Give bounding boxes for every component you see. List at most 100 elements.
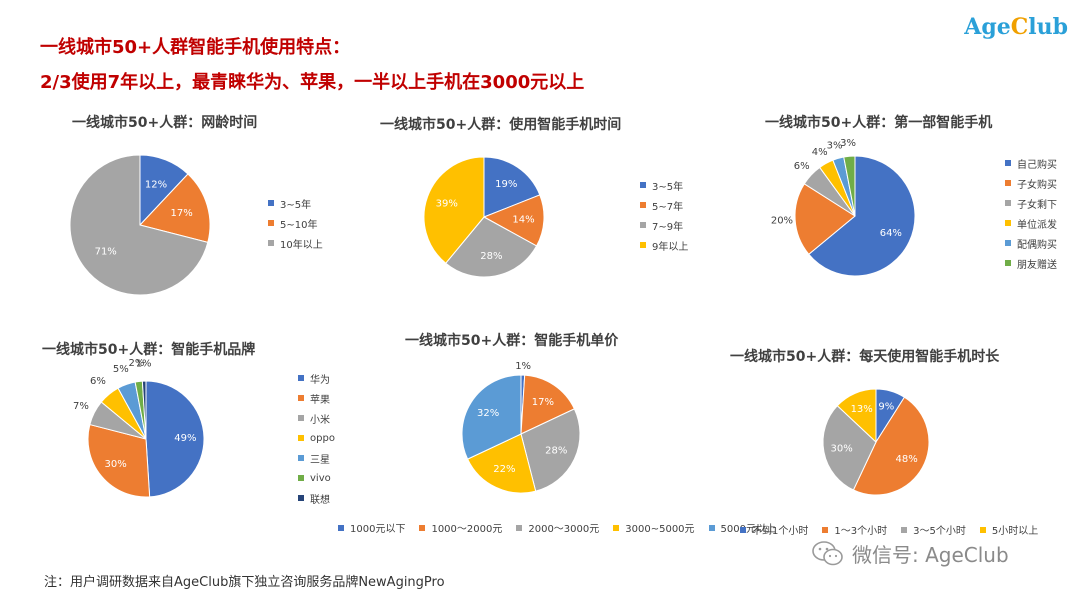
- ageclub-logo: AgeClub: [964, 14, 1068, 40]
- legend-item: 单位派发: [1005, 213, 1057, 233]
- legend-swatch: [640, 242, 646, 248]
- pie-slice-4: [466, 433, 537, 494]
- legend-swatch: [613, 524, 620, 531]
- data-label-1: 64%: [880, 228, 902, 239]
- legend-item: 2000～3000元: [516, 520, 599, 535]
- pie-chart-smartphone-years: 19% 14% 28% 39%: [423, 156, 545, 278]
- legend-item: oppo: [298, 428, 335, 448]
- legend-label: 9年以上: [652, 241, 689, 253]
- legend-label: 5~10年: [280, 219, 318, 231]
- legend-label: 1000元以下: [350, 524, 406, 535]
- legend-item: 朋友赠送: [1005, 253, 1057, 273]
- pie-slice-3: [69, 154, 209, 296]
- data-label-4: 4%: [812, 147, 828, 158]
- data-label-5: 3%: [827, 141, 843, 152]
- pie-chart-first-smartphone: 64%20%6%4%3%3%: [771, 138, 916, 277]
- legend-label: 3~5年: [280, 199, 312, 211]
- pie-slice-1: [483, 156, 541, 218]
- legend-label: vivo: [310, 472, 331, 484]
- legend-label: 7~9年: [652, 221, 684, 233]
- legend-item: 联想: [298, 488, 335, 508]
- legend-item: vivo: [298, 468, 335, 488]
- legend-label: oppo: [310, 432, 335, 444]
- pie-slice-2: [139, 173, 211, 244]
- legend-label: 子女剩下: [1017, 199, 1057, 211]
- legend-item: 3~5年: [268, 193, 323, 213]
- legend-label: 3～5个小时: [913, 526, 966, 537]
- legend-swatch: [298, 475, 304, 481]
- legend-label: 华为: [310, 374, 330, 386]
- pie-slice-1: [808, 155, 916, 277]
- data-label-5: 5%: [113, 364, 129, 375]
- legend-swatch: [516, 524, 523, 531]
- data-label-1: 12%: [145, 180, 167, 191]
- chart-title-price: 一线城市50+人群：智能手机单价: [405, 333, 619, 349]
- data-label-4: 22%: [493, 464, 515, 475]
- pie-slice-3: [822, 405, 877, 491]
- legend-swatch: [419, 524, 426, 531]
- legend-label: 5000元以上: [720, 524, 776, 535]
- legend-swatch: [298, 455, 304, 461]
- legend-brand: 华为 苹果 小米 oppo 三星 vivo 联想: [298, 368, 335, 508]
- pie-slice-3: [445, 216, 538, 278]
- legend-swatch: [298, 395, 304, 401]
- data-label-3: 6%: [794, 161, 810, 172]
- pie-slice-5: [461, 374, 522, 460]
- pie-chart-brand: 49% 30% 7% 6% 5%2%1%: [73, 358, 205, 498]
- data-label-2: 17%: [171, 208, 193, 219]
- legend-label: 1000～2000元: [431, 524, 503, 535]
- legend-label: 2000～3000元: [528, 524, 600, 535]
- data-label-4: 6%: [90, 376, 106, 387]
- legend-swatch: [298, 495, 304, 501]
- legend-swatch: [298, 375, 304, 381]
- legend-item: 苹果: [298, 388, 335, 408]
- legend-item: 3～5个小时: [901, 522, 966, 537]
- chart-title-daily-usage: 一线城市50+人群：每天使用智能手机时长: [730, 349, 1000, 365]
- legend-item: 自己购买: [1005, 153, 1057, 173]
- pie-slice-4: [423, 156, 485, 264]
- legend-swatch: [298, 435, 304, 441]
- legend-item: 3~5年: [640, 175, 688, 195]
- legend-label: 苹果: [310, 394, 330, 406]
- chart-title-internet-years: 一线城市50+人群：网龄时间: [72, 115, 258, 131]
- legend-label: 朋友赠送: [1017, 259, 1057, 271]
- legend-swatch: [740, 526, 746, 533]
- pie-chart-daily-usage: 9% 48% 30% 13%: [822, 388, 930, 496]
- pie-slice-2: [87, 423, 151, 498]
- data-label-5: 32%: [477, 408, 499, 419]
- legend-label: 自己购买: [1017, 159, 1057, 171]
- legend-first-smartphone: 自己购买 子女购买 子女剩下 单位派发 配偶购买 朋友赠送: [1005, 153, 1057, 273]
- legend-swatch: [708, 524, 715, 531]
- legend-swatch: [979, 526, 986, 533]
- legend-label: 三星: [310, 454, 330, 466]
- data-label-2: 30%: [104, 459, 126, 470]
- data-label-3: 28%: [545, 446, 567, 457]
- data-label-3: 30%: [831, 444, 853, 455]
- data-label-1: 19%: [495, 179, 517, 190]
- pie-slice-1: [145, 380, 205, 498]
- legend-item: 配偶购买: [1005, 233, 1057, 253]
- legend-item: 1～3个小时: [822, 522, 887, 537]
- legend-swatch: [640, 202, 646, 208]
- data-label-6: 3%: [840, 138, 856, 149]
- wechat-icon: [812, 540, 843, 565]
- chart-title-smartphone-years: 一线城市50+人群：使用智能手机时间: [380, 117, 622, 133]
- legend-swatch: [1005, 240, 1011, 246]
- wechat-watermark-text: 微信号: AgeClub: [852, 543, 1009, 567]
- source-note: 注：用户调研数据来自AgeClub旗下独立咨询服务品牌NewAgingPro: [44, 575, 445, 590]
- wechat-watermark: 微信号: AgeClub: [812, 539, 1009, 568]
- chart-title-brand: 一线城市50+人群：智能手机品牌: [42, 342, 256, 358]
- legend-internet-years: 3~5年 5~10年 10年以上: [268, 193, 323, 253]
- data-label-7: 1%: [136, 359, 152, 370]
- data-label-3: 7%: [73, 401, 89, 412]
- legend-item: 1000元以下: [338, 520, 405, 535]
- data-label-1: 1%: [515, 361, 531, 372]
- legend-label: 单位派发: [1017, 219, 1057, 231]
- legend-swatch: [1005, 200, 1011, 206]
- legend-label: 3000~5000元: [625, 524, 695, 535]
- legend-smartphone-years: 3~5年 5~7年 7~9年 9年以上: [640, 175, 688, 255]
- legend-item: 子女剩下: [1005, 193, 1057, 213]
- legend-label: 5小时以上: [991, 526, 1039, 537]
- data-label-2: 14%: [512, 214, 534, 225]
- pie-chart-price: 1% 17% 28% 22% 32%: [461, 361, 581, 494]
